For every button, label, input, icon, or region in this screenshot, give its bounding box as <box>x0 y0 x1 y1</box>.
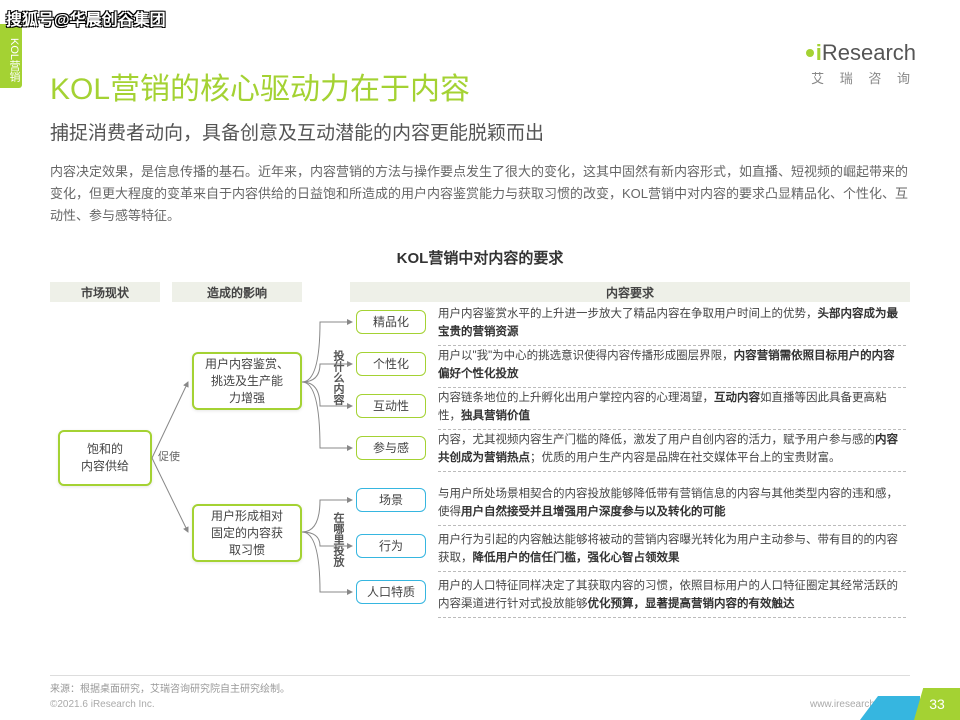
logo: iResearch 艾 瑞 咨 询 <box>806 40 916 87</box>
node-root: 饱和的 内容供给 <box>58 430 152 486</box>
tag-personal: 个性化 <box>356 352 426 376</box>
desc-3: 内容链条地位的上升孵化出用户掌控内容的心理渴望，互动内容如直播等因此具备更高粘性… <box>438 390 906 430</box>
header-requirement: 内容要求 <box>350 282 910 302</box>
vlabel-what: 投什么内容 <box>330 350 346 405</box>
desc-1: 用户内容鉴赏水平的上升进一步放大了精品内容在争取用户时间上的优势，头部内容成为最… <box>438 306 906 346</box>
desc-2: 用户以"我"为中心的挑选意识使得内容传播形成圈层界限，内容营销需依照目标用户的内… <box>438 348 906 388</box>
desc-6: 用户行为引起的内容触达能够将被动的营销内容曝光转化为用户主动参与、带有目的的内容… <box>438 532 906 572</box>
tag-behavior: 行为 <box>356 534 426 558</box>
tag-interactive: 互动性 <box>356 394 426 418</box>
edge-label: 促使 <box>158 448 180 464</box>
page-title: KOL营销的核心驱动力在于内容 <box>50 64 910 108</box>
side-tab: KOL营销 <box>0 24 22 88</box>
node-mid-1: 用户内容鉴赏、 挑选及生产能 力增强 <box>192 352 302 410</box>
tag-participate: 参与感 <box>356 436 426 460</box>
source: 来源：根据桌面研究，艾瑞咨询研究院自主研究绘制。 <box>50 675 910 695</box>
desc-7: 用户的人口特征同样决定了其获取内容的习惯，依照目标用户的人口特征圈定其经常活跃的… <box>438 578 906 618</box>
copyright: ©2021.6 iResearch Inc. <box>50 699 155 710</box>
tag-scene: 场景 <box>356 488 426 512</box>
tag-premium: 精品化 <box>356 310 426 334</box>
tag-demo: 人口特质 <box>356 580 426 604</box>
page-subtitle: 捕捉消费者动向，具备创意及互动潜能的内容更能脱颖而出 <box>50 118 910 145</box>
vlabel-where: 在哪里投放 <box>330 512 346 567</box>
desc-4: 内容，尤其视频内容生产门槛的降低，激发了用户自创内容的活力，赋予用户参与感的内容… <box>438 432 906 472</box>
footer: 来源：根据桌面研究，艾瑞咨询研究院自主研究绘制。 ©2021.6 iResear… <box>50 675 910 710</box>
header-impact: 造成的影响 <box>172 282 302 302</box>
intro-paragraph: 内容决定效果，是信息传播的基石。近年来，内容营销的方法与操作要点发生了很大的变化… <box>50 161 910 227</box>
page-number: 33 <box>914 688 960 720</box>
header-market: 市场现状 <box>50 282 160 302</box>
desc-5: 与用户所处场景相契合的内容投放能够降低带有营销信息的内容与其他类型内容的违和感，… <box>438 486 906 526</box>
section-title: KOL营销中对内容的要求 <box>50 247 910 268</box>
diagram: 市场现状 造成的影响 内容要求 饱和的 内容供给 促使 用户内容鉴赏、 挑选及生… <box>50 282 910 628</box>
watermark: 搜狐号@华晨创谷集团 <box>6 6 166 30</box>
node-mid-2: 用户形成相对 固定的内容获 取习惯 <box>192 504 302 562</box>
